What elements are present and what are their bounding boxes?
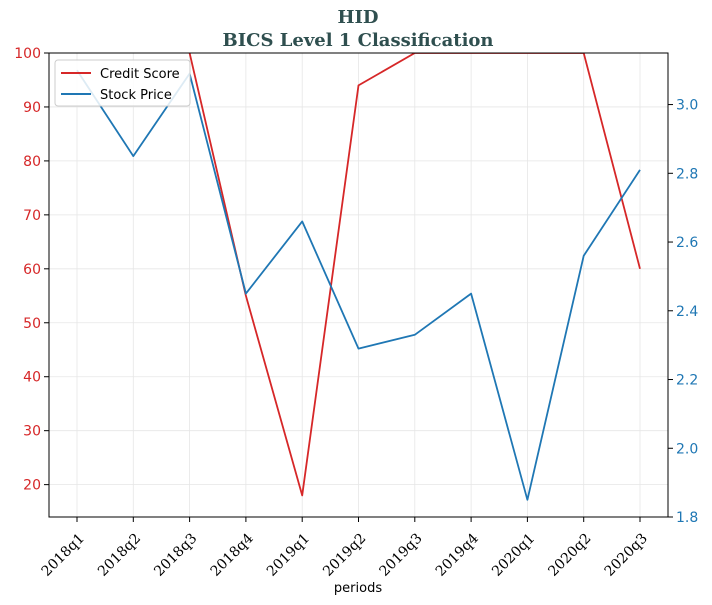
chart-subtitle: BICS Level 1 Classification bbox=[222, 30, 493, 51]
right-tick-label: 2.8 bbox=[676, 166, 698, 182]
x-axis: 2018q1 2018q2 2018q3 2018q4 2019q1 2019q2 2019… bbox=[39, 517, 651, 580]
right-tick-label: 3.0 bbox=[676, 98, 698, 114]
legend-label-stock-price: Stock Price bbox=[100, 88, 172, 103]
x-tick-label: 2020q2 bbox=[545, 531, 594, 580]
x-tick-label: 2018q2 bbox=[95, 531, 144, 580]
x-tick-label: 2018q4 bbox=[208, 530, 257, 579]
x-axis-label: periods bbox=[334, 581, 382, 596]
x-tick-label: 2019q2 bbox=[320, 531, 369, 580]
left-tick-label: 100 bbox=[14, 46, 41, 62]
x-tick-label: 2020q1 bbox=[489, 531, 538, 580]
left-tick-label: 20 bbox=[23, 478, 41, 494]
x-tick-label: 2020q3 bbox=[602, 531, 651, 580]
left-tick-label: 90 bbox=[23, 100, 41, 116]
x-tick-label: 2019q4 bbox=[433, 530, 482, 579]
chart-title: HID bbox=[337, 7, 378, 28]
left-tick-label: 80 bbox=[23, 154, 41, 170]
left-tick-label: 30 bbox=[23, 424, 41, 440]
right-tick-label: 2.2 bbox=[676, 373, 698, 389]
left-tick-label: 40 bbox=[23, 370, 41, 386]
left-tick-label: 70 bbox=[23, 208, 41, 224]
right-tick-label: 2.6 bbox=[676, 235, 698, 251]
grid bbox=[49, 52, 668, 517]
legend-label-credit-score: Credit Score bbox=[100, 67, 180, 82]
right-tick-label: 1.8 bbox=[676, 510, 698, 526]
left-tick-label: 50 bbox=[23, 316, 41, 332]
x-tick-label: 2019q1 bbox=[264, 531, 313, 580]
x-tick-label: 2018q3 bbox=[151, 531, 200, 580]
x-tick-label: 2018q1 bbox=[39, 531, 88, 580]
right-tick-label: 2.4 bbox=[676, 304, 698, 320]
legend: Credit Score Stock Price bbox=[54, 59, 191, 107]
x-tick-label: 2019q3 bbox=[376, 531, 425, 580]
left-tick-label: 60 bbox=[23, 262, 41, 278]
right-tick-label: 2.0 bbox=[676, 441, 698, 457]
series-line-credit-score bbox=[188, 53, 641, 497]
right-axis: 1.8 2.0 2.2 2.4 2.6 2.8 3.0 bbox=[668, 98, 698, 526]
left-axis: 20 30 40 50 60 70 80 90 100 bbox=[14, 46, 49, 494]
